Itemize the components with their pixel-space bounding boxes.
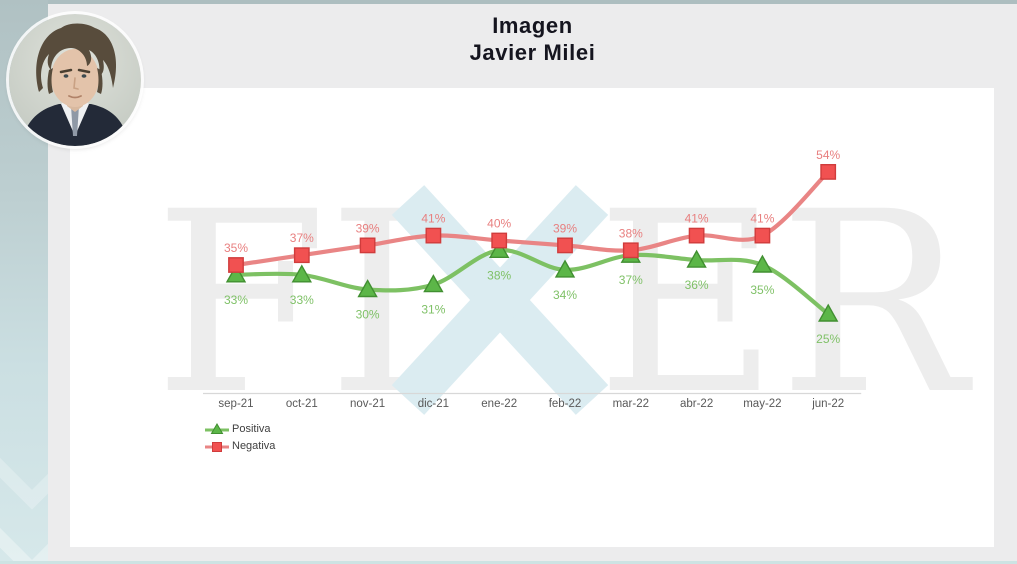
watermark-letters-left: FI (154, 158, 426, 449)
legend-item-positiva: Positiva (204, 420, 275, 437)
fixer-watermark: FI ER (154, 158, 973, 449)
portrait-illustration (9, 14, 141, 146)
legend-label-positiva: Positiva (232, 422, 271, 435)
legend-item-negativa: Negativa (204, 437, 275, 454)
hair (36, 23, 117, 92)
top-accent-strip (0, 0, 1017, 4)
legend-label-negativa: Negativa (232, 439, 276, 452)
title-line-1: Imagen (492, 13, 573, 38)
javier-milei-photo (9, 14, 141, 146)
watermark-x-icon (391, 185, 609, 415)
chart-legend: Positiva Negativa (204, 420, 275, 454)
title-line-2: Javier Milei (469, 40, 596, 65)
bottom-accent-strip (0, 561, 1017, 564)
watermark-letters-right: ER (596, 158, 973, 449)
page-title: Imagen Javier Milei (48, 12, 1017, 66)
legend-marker-positiva (205, 422, 229, 434)
tie (71, 106, 79, 136)
legend-marker-negativa (205, 441, 229, 452)
